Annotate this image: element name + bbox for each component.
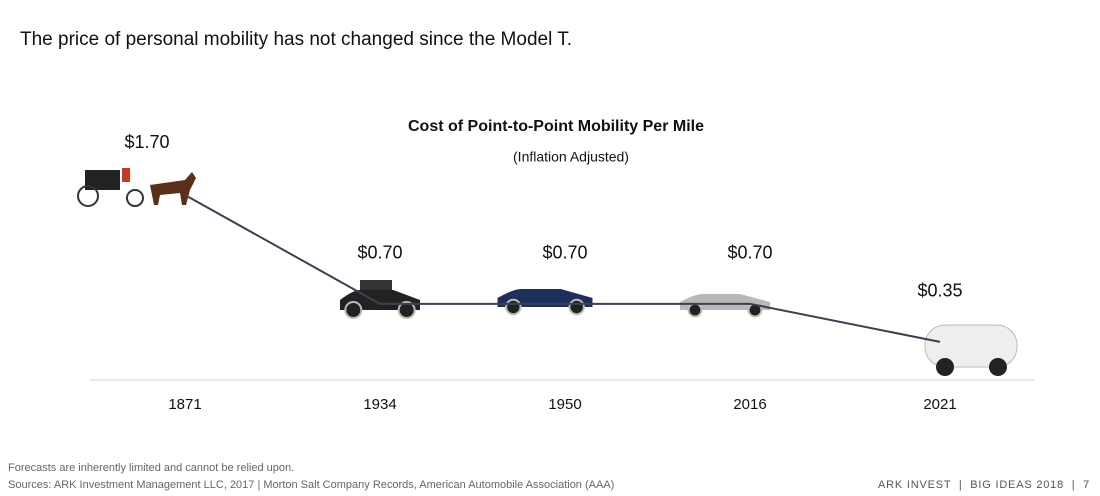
price-line [184, 194, 941, 343]
carriage [85, 170, 120, 190]
chart-subtitle: (Inflation Adjusted) [513, 149, 629, 165]
car-roof [360, 280, 392, 290]
value-label: $1.70 [124, 132, 169, 152]
wheel [747, 302, 763, 318]
value-label: $0.70 [542, 243, 587, 263]
car-body [497, 289, 593, 307]
x-tick-label: 1950 [548, 396, 581, 413]
x-tick-label: 2021 [923, 396, 956, 413]
pod [924, 324, 1018, 368]
wheel [126, 189, 144, 207]
sources: Sources: ARK Investment Management LLC, … [8, 479, 614, 491]
wheel [397, 301, 416, 319]
vehicle-icons [77, 168, 1018, 376]
wheel [687, 302, 703, 318]
brand: ARK INVEST | BIG IDEAS 2018 | 7 [878, 479, 1090, 491]
x-tick-label: 2016 [733, 396, 766, 413]
wheel [505, 298, 522, 316]
value-label: $0.35 [917, 281, 962, 301]
wheel [989, 358, 1007, 376]
chart-title: Cost of Point-to-Point Mobility Per Mile [408, 118, 704, 135]
headline: The price of personal mobility has not c… [20, 29, 572, 50]
disclaimer: Forecasts are inherently limited and can… [8, 462, 294, 474]
wheel [936, 358, 954, 376]
value-label: $0.70 [357, 243, 402, 263]
wheel [77, 185, 99, 207]
wheel [344, 301, 363, 319]
driver [122, 168, 130, 182]
horse [150, 172, 196, 205]
wheel [568, 298, 585, 316]
value-label: $0.70 [727, 243, 772, 263]
car-body [680, 294, 770, 310]
x-tick-label: 1871 [168, 396, 201, 413]
x-tick-label: 1934 [363, 396, 396, 413]
